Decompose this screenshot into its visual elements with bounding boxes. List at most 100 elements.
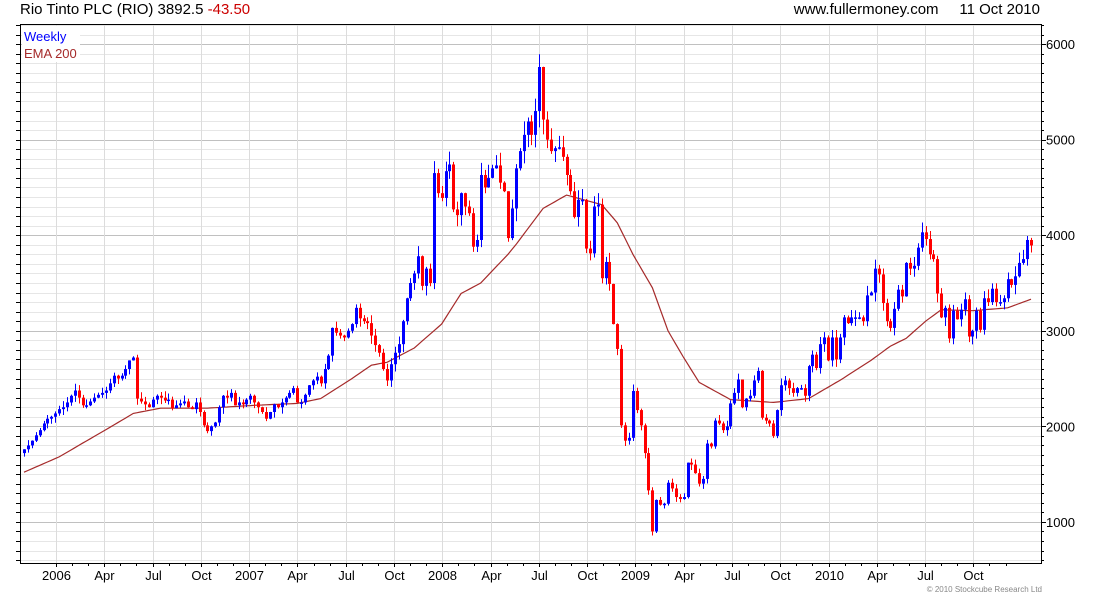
candle-down [78, 385, 81, 404]
candle-up [800, 384, 803, 390]
candle-body [854, 317, 857, 319]
x-tick-label: Oct [577, 568, 598, 583]
candle-body [589, 248, 592, 254]
candle-up [35, 432, 38, 443]
candle-body [1003, 298, 1006, 303]
candle-body [995, 288, 998, 303]
candle-up [796, 387, 799, 397]
candle-body [58, 409, 61, 414]
candle-body [897, 289, 900, 309]
candle-body [542, 67, 545, 120]
candle-down [503, 181, 506, 193]
candle-down [234, 390, 237, 406]
candle-body [312, 380, 315, 386]
candle-down [827, 335, 830, 362]
candle-up [331, 327, 334, 362]
candle-down [374, 328, 377, 352]
candle-up [975, 307, 978, 339]
candle-down [679, 494, 682, 503]
candle-body [261, 407, 264, 413]
candle-body [468, 206, 471, 214]
candle-up [308, 385, 311, 397]
candle-up [39, 428, 42, 437]
x-tick-label: Oct [770, 568, 791, 583]
instrument-name: Rio Tinto PLC (RIO) [20, 1, 154, 18]
candle-body [788, 380, 791, 389]
candle-body [35, 435, 38, 441]
candle-body [121, 375, 124, 379]
candle-body [948, 307, 951, 339]
candle-body [815, 354, 818, 369]
candle-body [804, 388, 807, 396]
candle-up [491, 164, 494, 179]
candle-body [66, 402, 69, 408]
candle-up [811, 350, 814, 373]
candle-body [585, 199, 588, 249]
x-tick-label: Jul [917, 568, 934, 583]
candle-down [339, 329, 342, 339]
site-link[interactable]: www.fullermoney.com [793, 1, 939, 18]
legend-background [22, 26, 80, 62]
candle-down [968, 295, 971, 343]
candle-body [1007, 279, 1010, 299]
candle-body [964, 299, 967, 310]
candle-body [214, 422, 217, 427]
candle-up [597, 193, 600, 217]
candle-body [39, 430, 42, 436]
candle-body [710, 443, 713, 447]
candle-body [308, 385, 311, 395]
candle-up [121, 373, 124, 381]
candle-body [601, 204, 604, 279]
candle-down [1030, 237, 1033, 253]
candle-body [823, 337, 826, 345]
candle-down [644, 423, 647, 459]
candle-down [82, 394, 85, 408]
candle-down [277, 403, 280, 409]
candle-down [464, 192, 467, 216]
candle-up [89, 398, 92, 407]
candle-down [484, 169, 487, 194]
legend-ema: EMA 200 [24, 46, 77, 61]
candle-body [183, 401, 186, 404]
candle-body [534, 110, 537, 135]
candle-body [179, 403, 182, 406]
candle-up [858, 312, 861, 320]
candle-body [456, 209, 459, 216]
candle-up [406, 297, 409, 325]
candle-down [647, 447, 650, 495]
candle-body [862, 317, 865, 322]
candle-body [733, 392, 736, 404]
candle-body [628, 437, 631, 441]
candle-body [632, 390, 635, 438]
candle-body [249, 395, 252, 400]
candle-up [46, 414, 49, 429]
candle-up [195, 397, 198, 414]
candle-down [929, 231, 932, 260]
candle-body [722, 423, 725, 431]
x-tick-label: Jul [724, 568, 741, 583]
candle-body [277, 404, 280, 408]
candle-down [690, 458, 693, 470]
candle-down [636, 387, 639, 414]
candle-body [968, 299, 971, 337]
candle-down [940, 288, 943, 319]
candle-up [230, 389, 233, 402]
candle-body [54, 413, 57, 417]
candle-up [445, 161, 448, 207]
candle-down [768, 419, 771, 427]
candle-body [460, 193, 463, 216]
candle-down [718, 414, 721, 426]
candle-body [499, 165, 502, 183]
candle-up [316, 372, 319, 385]
candle-down [499, 152, 502, 189]
candle-down [569, 169, 572, 195]
candle-down [257, 401, 260, 414]
candle-down [889, 318, 892, 332]
candle-up [605, 256, 608, 285]
candle-body [476, 239, 479, 247]
candle-body [1030, 239, 1033, 246]
candle-up [448, 151, 451, 179]
candle-body [991, 288, 994, 303]
candle-down [370, 315, 373, 344]
